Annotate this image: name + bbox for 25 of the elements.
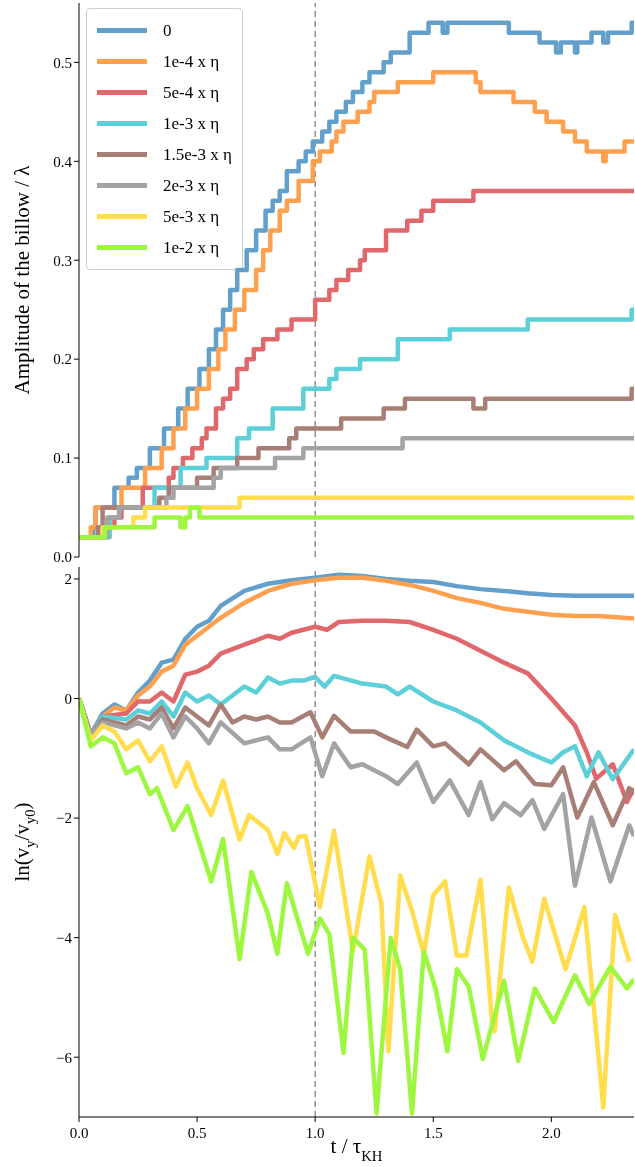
y-tick-label: 0.1 — [53, 450, 72, 467]
legend-label: 5e-3 x η — [163, 206, 220, 227]
x-tick-label: 2.0 — [541, 1125, 561, 1141]
x-tick-label: 0.5 — [187, 1125, 207, 1141]
y-tick-label: 0 — [64, 690, 72, 707]
legend-label: 1e-3 x η — [163, 113, 220, 134]
legend-label: 5e-4 x η — [163, 82, 220, 103]
y-tick-label: 0.3 — [53, 252, 72, 269]
x-tick-label: 1.5 — [423, 1125, 443, 1141]
y-tick-label: 0.5 — [53, 54, 72, 71]
y-tick-label: 2 — [64, 571, 72, 588]
x-tick-label: 1.0 — [305, 1125, 325, 1141]
legend-label: 1e-4 x η — [163, 51, 220, 72]
legend-label: 0 — [163, 20, 172, 41]
y-tick-label: −4 — [56, 929, 73, 946]
legend-label: 1e-2 x η — [163, 237, 220, 258]
y-tick-label: 0.2 — [53, 351, 72, 368]
legend-label: 1.5e-3 x η — [163, 144, 232, 165]
x-axis-title: t / τ$_{KH}$ — [330, 1134, 383, 1164]
y-tick-label: 0.4 — [53, 153, 73, 170]
y-tick-label: 0.0 — [53, 549, 72, 566]
y-axis-title: Amplitude of the billow / λ — [9, 164, 34, 395]
y-tick-label: −2 — [56, 810, 72, 827]
y-tick-label: −6 — [56, 1049, 73, 1066]
legend-label: 2e-3 x η — [163, 175, 220, 196]
